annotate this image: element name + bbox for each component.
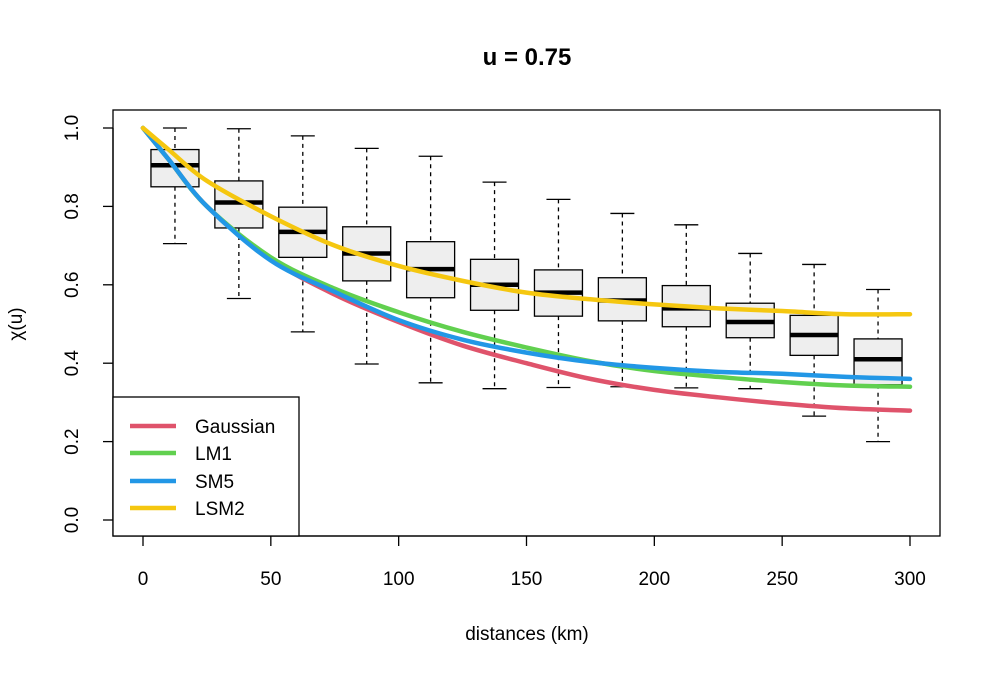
legend: Gaussian LM1 SM5 LSM2 [112, 396, 300, 537]
y-tick-label: 0.8 [62, 193, 83, 219]
boxplot-11 [789, 263, 839, 417]
legend-label-sm5: SM5 [195, 472, 234, 493]
x-tick-label: 150 [511, 569, 543, 590]
x-tick-label: 250 [766, 569, 798, 590]
y-tick-label: 0.2 [62, 428, 83, 454]
line-lsm2 [140, 125, 913, 317]
y-axis: 0.0 0.2 0.4 0.6 0.8 1.0 [62, 115, 114, 533]
y-axis-title: χ(u) [6, 307, 27, 340]
boxplot-10 [725, 252, 775, 390]
legend-label-lm1: LM1 [195, 444, 232, 465]
boxplot-3 [278, 135, 328, 333]
y-tick-label: 1.0 [62, 115, 83, 141]
y-tick-label: 0.0 [62, 507, 83, 533]
boxplot-2 [214, 128, 264, 300]
boxplot-8 [597, 212, 648, 388]
x-axis-title: distances (km) [465, 624, 589, 645]
legend-box [112, 396, 300, 537]
y-tick-label: 0.6 [62, 272, 83, 298]
boxplots [150, 127, 903, 443]
x-axis: 0 50 100 150 200 250 300 [138, 535, 926, 590]
x-tick-label: 200 [638, 569, 670, 590]
y-tick-label: 0.4 [62, 350, 83, 377]
x-tick-label: 300 [894, 569, 926, 590]
line-sm5 [140, 125, 913, 382]
chart-title: u = 0.75 [483, 44, 572, 71]
x-tick-label: 50 [260, 569, 281, 590]
model-lines [140, 125, 913, 413]
line-gaussian [140, 125, 913, 413]
x-tick-label: 100 [383, 569, 415, 590]
legend-label-lsm2: LSM2 [195, 499, 245, 520]
x-tick-label: 0 [138, 569, 149, 590]
legend-label-gaussian: Gaussian [195, 417, 275, 438]
